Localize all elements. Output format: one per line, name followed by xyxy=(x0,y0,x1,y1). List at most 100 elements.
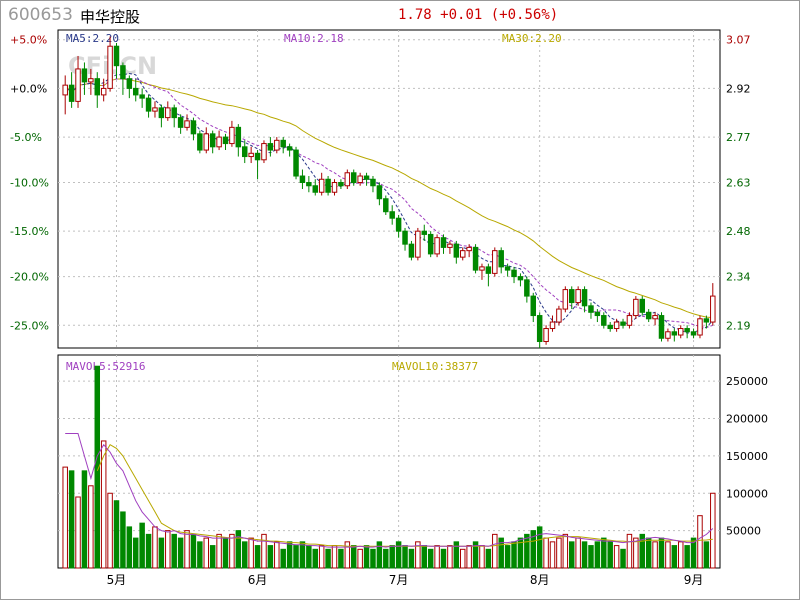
volume-bar xyxy=(536,526,543,569)
volume-bar xyxy=(209,545,216,569)
volume-bar xyxy=(466,545,472,569)
candle-body xyxy=(658,315,665,339)
ma10-line xyxy=(64,78,713,329)
candle-body xyxy=(466,246,472,252)
volume-bar xyxy=(254,545,261,569)
volume-bar xyxy=(517,537,524,569)
price-tick-label: 2.48 xyxy=(726,225,751,238)
volume-bar xyxy=(370,548,376,569)
mavol-label: MAVOL5:52916 xyxy=(66,360,145,373)
ma30-line xyxy=(64,78,713,319)
volume-bar xyxy=(472,541,479,569)
volume-bar xyxy=(581,541,588,569)
volume-bar xyxy=(421,545,428,569)
volume-bar xyxy=(286,541,293,569)
price-change: +0.01 xyxy=(440,7,483,23)
candle-body xyxy=(434,237,440,255)
candle-body xyxy=(536,315,543,343)
candle-body xyxy=(88,78,94,83)
candle-body xyxy=(626,315,633,326)
volume-bar xyxy=(588,545,594,569)
candle-body xyxy=(235,126,242,148)
volume-bar xyxy=(601,537,607,569)
volume-bar xyxy=(504,545,511,569)
volume-bar xyxy=(100,440,107,569)
volume-bar xyxy=(575,537,581,569)
candle-body xyxy=(94,78,101,96)
volume-bar xyxy=(222,537,229,569)
candle-body xyxy=(254,152,261,161)
stock-name: 申华控股 xyxy=(80,8,141,26)
volume-bar xyxy=(639,533,646,569)
volume-bar xyxy=(325,548,331,569)
candle-body xyxy=(427,233,434,255)
candle-body xyxy=(171,107,177,119)
candle-body xyxy=(338,182,344,187)
volume-bar xyxy=(280,548,286,569)
volume-bar xyxy=(197,541,203,569)
volume-bar xyxy=(511,541,517,569)
volume-tick-label: 250000 xyxy=(726,375,768,388)
candle-body xyxy=(511,269,517,278)
price-tick-label: 2.19 xyxy=(726,319,751,332)
candle-body xyxy=(415,230,421,258)
candle-body xyxy=(517,276,524,281)
volume-bar xyxy=(126,526,133,569)
candle-body xyxy=(203,133,210,151)
candle-body xyxy=(248,152,254,158)
volume-bar xyxy=(344,541,351,569)
x-tick-label: 8月 xyxy=(530,573,550,587)
volume-bar xyxy=(690,537,697,569)
mavol10-line xyxy=(96,444,713,547)
volume-bar xyxy=(594,541,601,569)
ma-label: MA30:2.20 xyxy=(502,32,562,45)
candle-body xyxy=(100,87,107,96)
candle-body xyxy=(479,266,485,271)
candle-body xyxy=(280,139,286,148)
volume-bar xyxy=(652,541,658,569)
price-change-pct: (+0.56%) xyxy=(490,7,559,23)
volume-bar xyxy=(299,541,306,569)
volume-bar xyxy=(152,526,158,569)
candle-body xyxy=(524,279,530,297)
candle-body xyxy=(363,175,370,180)
volume-bar xyxy=(241,541,248,569)
pct-tick-label: +5.0% xyxy=(10,34,47,47)
volume-bar xyxy=(389,545,395,569)
candle-body xyxy=(286,146,293,151)
volume-bar xyxy=(415,541,421,569)
candle-body xyxy=(459,250,466,258)
pct-tick-label: -25.0% xyxy=(10,319,49,332)
volume-bar xyxy=(158,537,165,569)
volume-bar xyxy=(229,533,235,569)
volume-tick-label: 50000 xyxy=(726,525,761,538)
x-tick-label: 9月 xyxy=(684,573,704,587)
candle-body xyxy=(556,308,562,323)
volume-tick-label: 150000 xyxy=(726,450,768,463)
volume-bar xyxy=(703,541,710,569)
candle-body xyxy=(190,120,197,135)
candle-body xyxy=(184,120,190,128)
candle-body xyxy=(639,298,646,313)
volume-bar xyxy=(216,533,222,569)
candle-body xyxy=(165,107,171,119)
candle-body xyxy=(81,68,88,83)
candle-body xyxy=(549,321,556,330)
candle-body xyxy=(588,305,594,313)
candle-body xyxy=(389,211,395,219)
candle-body xyxy=(357,175,363,184)
mavol5-line xyxy=(65,433,714,548)
x-tick-label: 7月 xyxy=(389,573,409,587)
volume-bar xyxy=(363,545,370,569)
price-panel-frame xyxy=(57,29,721,349)
price-tick-label: 2.92 xyxy=(726,82,751,95)
pct-tick-label: -5.0% xyxy=(10,131,42,144)
volume-bar xyxy=(665,541,671,569)
candle-body xyxy=(472,246,479,271)
candle-body xyxy=(543,328,549,343)
volume-bar xyxy=(633,537,639,569)
volume-bar xyxy=(306,545,312,569)
volume-bar xyxy=(447,545,453,569)
volume-bar xyxy=(626,533,633,569)
volume-bar xyxy=(331,545,338,569)
